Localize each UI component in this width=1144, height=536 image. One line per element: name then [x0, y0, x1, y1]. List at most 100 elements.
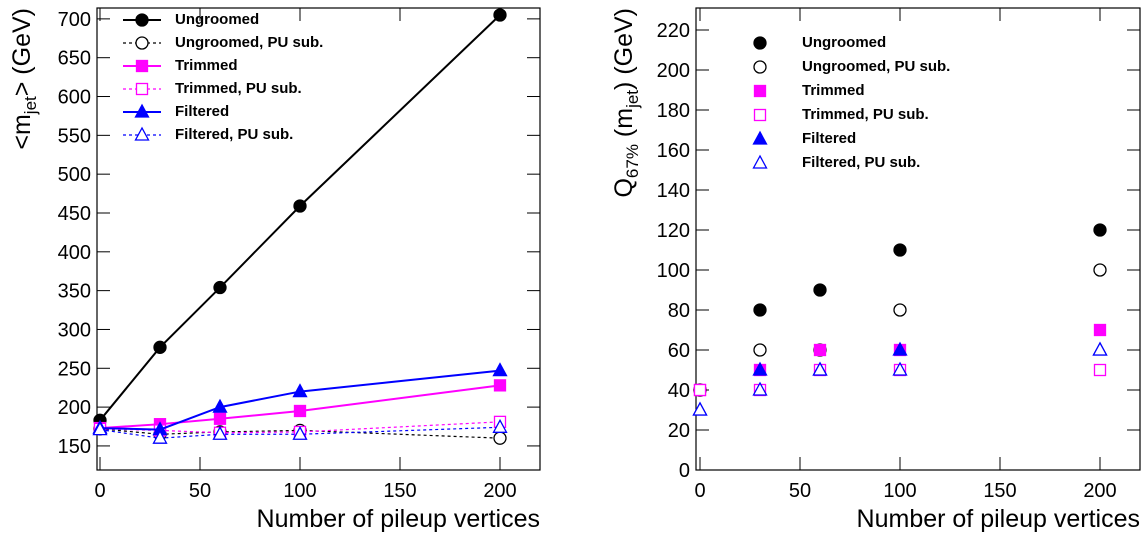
- y-tick-label: 300: [58, 319, 91, 341]
- y-tick-label: 120: [657, 220, 690, 242]
- y-axis-title-part: ) (GeV): [610, 8, 638, 90]
- legend-marker: [753, 108, 767, 122]
- marker: [212, 425, 228, 440]
- y-tick-label: 200: [657, 60, 690, 82]
- x-tick-label: 100: [283, 480, 316, 502]
- marker: [492, 362, 508, 377]
- y-tick-label: 40: [668, 380, 690, 402]
- marker: [1093, 223, 1107, 237]
- y-tick-label: 650: [58, 48, 91, 70]
- y-tick-label: 60: [668, 340, 690, 362]
- y-tick-label: 600: [58, 87, 91, 109]
- y-axis-title-part: > (GeV): [8, 8, 36, 96]
- legend-label: Filtered, PU sub.: [175, 126, 293, 143]
- x-tick-label: 0: [94, 480, 105, 502]
- chart: 0 50 100 150 200 150 200 250 300 350 400 450 500 550 6…: [8, 7, 541, 533]
- marker: [213, 412, 227, 425]
- legend-label: Trimmed, PU sub.: [175, 80, 302, 97]
- plot-frame: [695, 7, 1141, 471]
- marker: [1092, 341, 1108, 356]
- y-axis-title-part: (m: [610, 108, 638, 144]
- marker: [293, 404, 307, 418]
- legend-marker: [135, 59, 149, 73]
- legend-marker: [753, 60, 767, 74]
- x-tick-label: 200: [483, 480, 516, 502]
- marker: [752, 381, 768, 396]
- legend-marker: [753, 84, 767, 98]
- x-tick-label: 50: [189, 480, 211, 502]
- y-tick-label: 180: [657, 100, 690, 122]
- x-tick-label: 150: [383, 480, 416, 502]
- y-axis-title-part: <m: [8, 114, 36, 149]
- marker: [92, 421, 108, 436]
- y-tick-label: 140: [657, 180, 690, 202]
- y-tick-label: 0: [679, 460, 690, 482]
- y-tick-label: 250: [58, 358, 91, 380]
- marker: [492, 418, 508, 433]
- y-tick-label: 160: [657, 140, 690, 162]
- marker: [892, 341, 908, 356]
- y-axis-title: <mjet> (GeV): [8, 8, 40, 150]
- y-axis-title-part: jet: [623, 90, 642, 109]
- marker: [213, 280, 227, 295]
- marker: [493, 431, 507, 445]
- y-axis-title-part: 67%: [623, 144, 642, 178]
- marker: [493, 379, 507, 392]
- marker: [293, 199, 307, 213]
- marker: [813, 343, 827, 357]
- legend-marker: [135, 82, 149, 96]
- x-tick-label: 100: [883, 480, 916, 502]
- legend-label: Filtered, PU sub.: [802, 154, 920, 171]
- y-tick-label: 400: [58, 242, 91, 264]
- chart: 0 50 100 150 200 0 20 40 60 80 100 120 140 160 180 200 2…: [610, 7, 1141, 533]
- marker: [692, 401, 708, 416]
- marker: [893, 303, 907, 317]
- legend-label: Trimmed, PU sub.: [802, 106, 929, 123]
- legend-marker: [135, 13, 149, 27]
- legend-label: Ungroomed, PU sub.: [802, 58, 950, 75]
- marker: [893, 243, 907, 257]
- marker: [292, 383, 308, 398]
- y-tick-label: 20: [668, 420, 690, 442]
- legend-marker: [134, 103, 150, 118]
- marker: [212, 398, 228, 413]
- x-tick-label: 50: [789, 480, 811, 502]
- x-tick-label: 200: [1083, 480, 1116, 502]
- y-axis-title-part: jet: [21, 96, 40, 115]
- y-axis-title-part: Q: [610, 178, 638, 197]
- y-tick-label: 150: [58, 436, 91, 458]
- x-tick-label: 0: [694, 480, 705, 502]
- y-tick-label: 700: [58, 9, 91, 31]
- x-tick-label: 150: [983, 480, 1016, 502]
- legend-marker: [752, 130, 768, 145]
- legend-label: Ungroomed: [175, 11, 259, 28]
- y-tick-label: 450: [58, 203, 91, 225]
- legend-label: Filtered: [802, 130, 856, 147]
- marker: [693, 383, 707, 397]
- marker: [153, 340, 167, 354]
- legend-label: Trimmed: [802, 82, 865, 99]
- legend-label: Ungroomed, PU sub.: [175, 34, 323, 51]
- marker: [1093, 263, 1107, 277]
- legend-label: Filtered: [175, 103, 229, 120]
- y-tick-label: 350: [58, 281, 91, 303]
- marker: [292, 425, 308, 440]
- y-tick-label: 100: [657, 260, 690, 282]
- marker: [1093, 323, 1107, 337]
- legend-label: Trimmed: [175, 57, 238, 74]
- y-tick-label: 80: [668, 300, 690, 322]
- marker: [752, 361, 768, 376]
- marker: [753, 343, 767, 357]
- y-tick-label: 200: [58, 397, 91, 419]
- marker: [813, 283, 827, 297]
- marker: [152, 429, 168, 444]
- marker: [1093, 363, 1107, 377]
- legend-marker: [753, 36, 767, 50]
- marker: [892, 361, 908, 376]
- y-tick-label: 500: [58, 164, 91, 186]
- legend-label: Ungroomed: [802, 34, 886, 51]
- series-line: [99, 14, 501, 421]
- legend-marker: [134, 126, 150, 141]
- x-axis-title: Number of pileup vertices: [257, 505, 540, 533]
- marker: [753, 303, 767, 317]
